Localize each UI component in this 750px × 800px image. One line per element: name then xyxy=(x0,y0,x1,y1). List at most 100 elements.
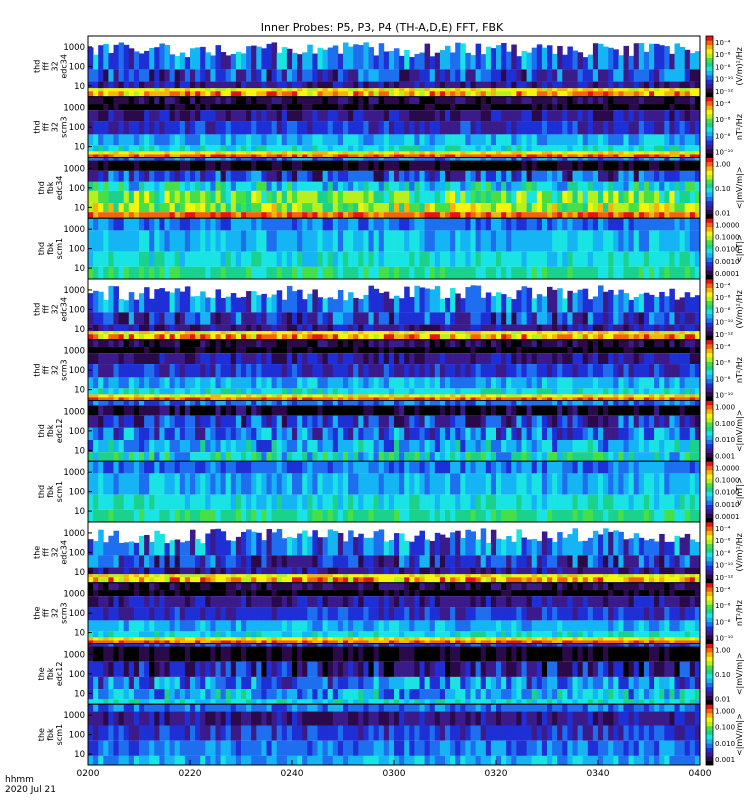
heat-cell xyxy=(694,88,701,92)
heat-cell xyxy=(521,218,527,231)
heat-cell xyxy=(164,415,170,428)
heat-cell xyxy=(353,218,359,231)
heat-cell xyxy=(93,69,99,82)
heat-cell xyxy=(256,212,262,219)
heat-cell xyxy=(348,439,354,453)
heat-cell xyxy=(613,145,619,152)
heat-cell xyxy=(348,353,354,365)
heat-cell xyxy=(460,298,466,313)
heat-cell xyxy=(220,203,227,213)
heat-cell xyxy=(327,415,334,428)
heat-cell xyxy=(679,339,686,348)
heat-cell xyxy=(475,157,482,161)
heat-cell xyxy=(577,104,584,111)
heat-cell xyxy=(552,397,558,401)
heat-cell xyxy=(307,251,313,267)
heat-cell xyxy=(531,251,538,267)
heat-cell xyxy=(215,377,221,389)
heat-cell xyxy=(271,353,278,365)
heat-cell xyxy=(547,251,553,267)
heat-cell xyxy=(353,364,359,378)
heat-cell xyxy=(567,145,573,152)
heat-cell xyxy=(133,230,140,252)
heat-cell xyxy=(516,134,522,146)
heat-cell xyxy=(261,151,267,155)
heat-cell xyxy=(358,266,364,279)
heat-cell xyxy=(343,110,349,122)
heat-cell xyxy=(358,81,364,89)
heat-cell xyxy=(450,353,456,365)
heat-cell xyxy=(358,331,364,335)
heat-cell xyxy=(133,388,140,395)
heat-cell xyxy=(133,51,140,70)
heat-cell xyxy=(302,104,308,111)
heat-cell xyxy=(394,324,400,332)
heat-cell xyxy=(195,377,201,389)
heat-cell xyxy=(271,251,278,267)
heat-cell xyxy=(205,69,211,82)
heat-cell xyxy=(689,96,696,105)
heat-cell xyxy=(567,69,573,82)
heat-cell xyxy=(424,377,431,389)
heat-cell xyxy=(164,334,170,340)
heat-cell xyxy=(445,297,451,313)
heat-cell xyxy=(511,388,517,395)
heat-cell xyxy=(93,331,99,335)
heat-cell xyxy=(603,251,609,267)
heat-cell xyxy=(572,334,578,340)
heat-cell xyxy=(628,121,635,135)
heat-cell xyxy=(190,160,196,171)
heat-cell xyxy=(628,394,635,398)
heat-cell xyxy=(297,339,303,348)
heat-cell xyxy=(603,397,609,401)
heat-cell xyxy=(490,212,497,219)
heat-cell xyxy=(312,388,318,395)
heat-cell xyxy=(297,121,303,135)
heat-cell xyxy=(144,110,150,122)
heat-cell xyxy=(164,388,170,395)
heat-cell xyxy=(149,170,155,182)
heat-cell xyxy=(271,324,278,332)
heat-cell xyxy=(281,312,288,325)
heat-cell xyxy=(133,154,140,158)
heat-cell xyxy=(480,353,487,365)
heat-cell xyxy=(587,110,594,122)
heat-cell xyxy=(276,203,283,213)
colorbar-tick-label: 10⁻⁶ xyxy=(715,51,731,59)
heat-cell xyxy=(281,299,288,313)
heat-cell xyxy=(164,45,170,70)
heat-cell xyxy=(633,230,640,252)
heat-cell xyxy=(450,96,456,105)
heat-cell xyxy=(348,69,354,82)
heat-cell xyxy=(649,266,655,279)
heat-cell xyxy=(684,312,691,325)
heat-cell xyxy=(302,347,308,354)
heat-cell xyxy=(261,405,267,416)
heat-cell xyxy=(562,397,568,401)
heat-cell xyxy=(368,47,374,70)
heat-cell xyxy=(113,427,119,440)
heat-cell xyxy=(271,218,278,231)
heat-cell xyxy=(149,312,155,325)
heat-cell xyxy=(659,96,665,105)
heat-cell xyxy=(358,181,364,191)
heat-cell xyxy=(88,170,94,182)
heat-cell xyxy=(404,96,410,105)
heat-cell xyxy=(266,353,272,365)
heat-cell xyxy=(643,157,650,161)
heat-cell xyxy=(286,134,293,146)
heat-cell xyxy=(455,91,461,97)
heat-cell xyxy=(541,266,548,279)
heat-cell xyxy=(144,405,150,416)
heat-cell xyxy=(348,394,354,398)
heat-cell xyxy=(434,121,441,135)
heat-cell xyxy=(684,292,691,313)
heat-cell xyxy=(327,439,334,453)
heat-cell xyxy=(547,170,553,182)
heat-cell xyxy=(577,347,584,354)
heat-cell xyxy=(674,347,680,354)
heat-cell xyxy=(179,190,186,204)
heat-cell xyxy=(562,154,568,158)
heat-cell xyxy=(312,324,318,332)
heat-cell xyxy=(98,339,104,348)
